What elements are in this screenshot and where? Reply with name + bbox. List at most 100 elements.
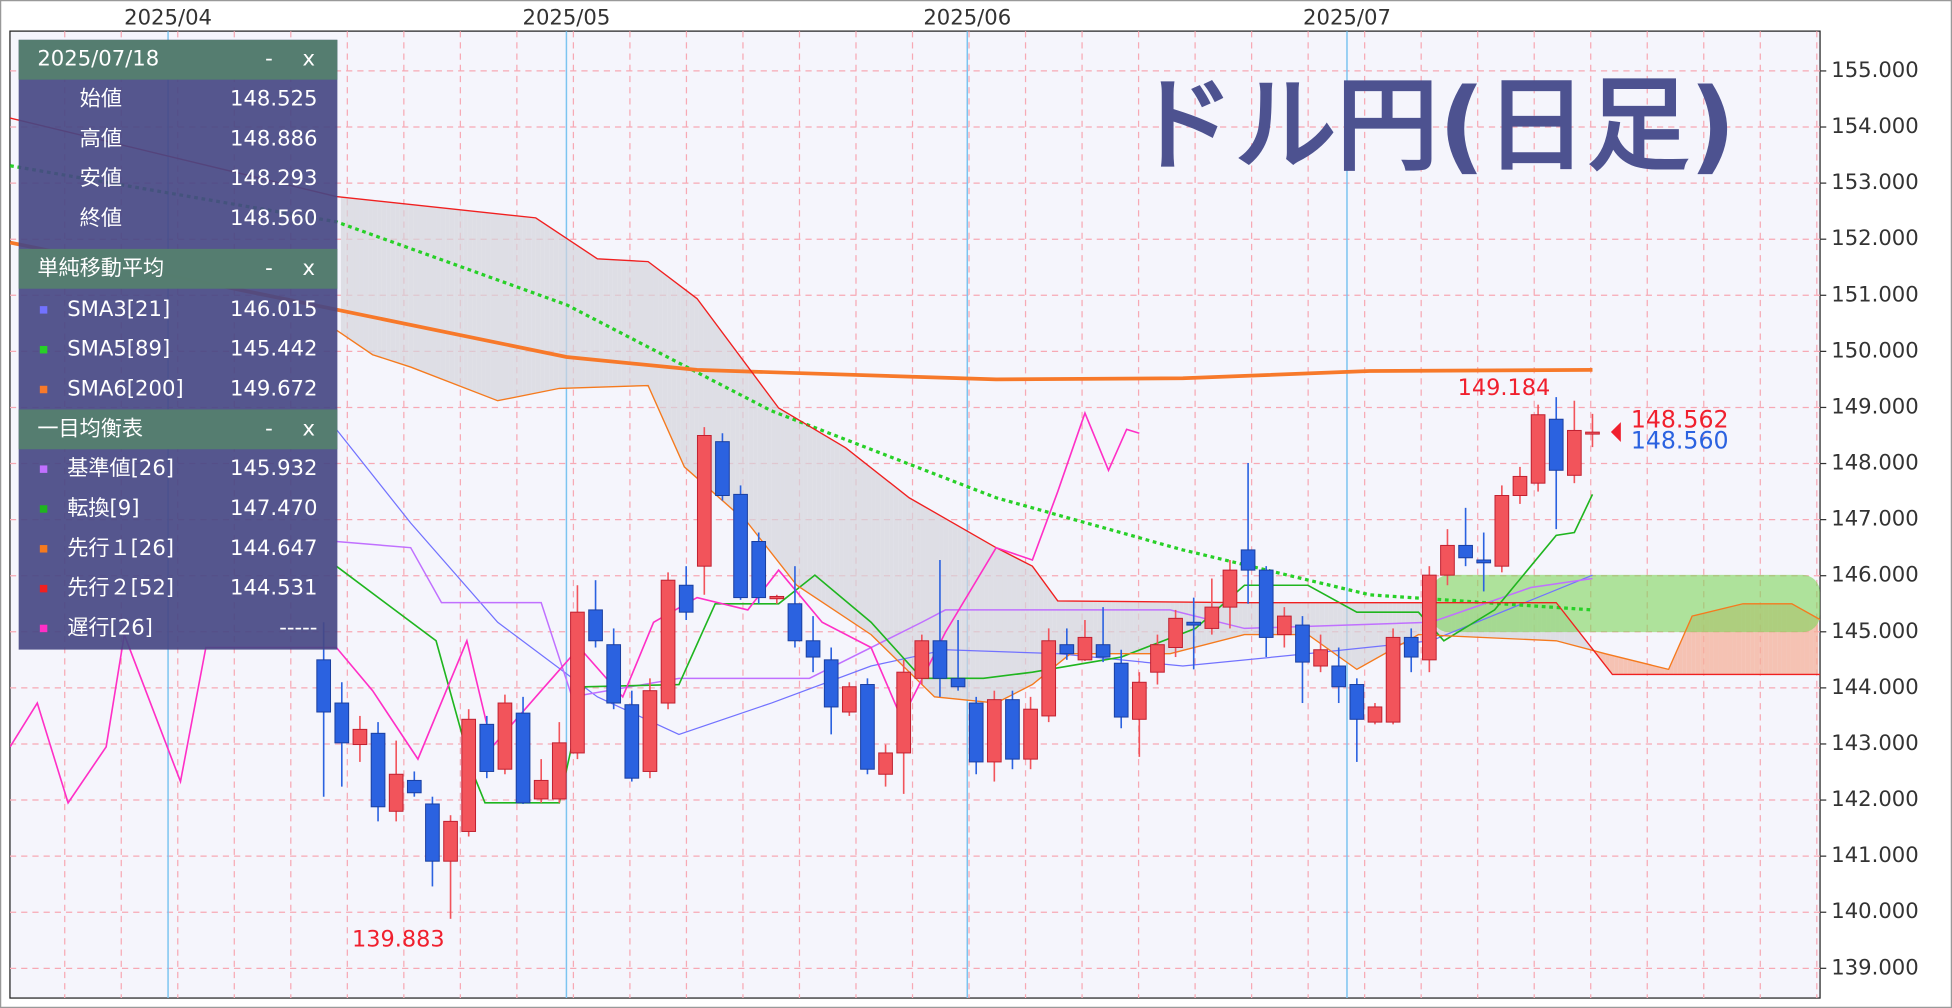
cloud-slice [966, 530, 971, 701]
cloud-slice [413, 204, 418, 370]
cloud-slice [1106, 601, 1112, 654]
y-tick-label: 148.000 [1831, 450, 1918, 475]
cloud-slice [789, 414, 795, 582]
cloud-slice [467, 210, 473, 391]
cloud-slice [993, 546, 998, 703]
cloud-slice [1142, 601, 1148, 654]
cloud-slice [1152, 601, 1157, 654]
cloud-slice [970, 533, 976, 701]
candle-body [1512, 475, 1528, 497]
cloud-slice [340, 197, 346, 337]
cloud-slice [984, 540, 989, 703]
candle-body [1313, 649, 1328, 667]
cloud-slice [472, 211, 477, 393]
cloud-slice [1673, 648, 1678, 675]
cloud-slice [1645, 663, 1651, 675]
cloud-slice [812, 427, 817, 599]
cloud-slice [540, 220, 545, 393]
candle-body [1349, 684, 1365, 720]
cloud-slice [911, 499, 917, 680]
cloud-slice [445, 208, 450, 383]
cloud-slice [454, 209, 459, 386]
candle-body [878, 752, 893, 775]
cloud-slice [404, 203, 409, 367]
cloud-slice [866, 464, 872, 635]
cloud-slice [744, 361, 749, 525]
cloud-slice [1002, 550, 1008, 700]
legend-swatch [39, 545, 48, 553]
minimize-button[interactable]: - [265, 46, 273, 71]
cloud-slice [390, 202, 396, 363]
cloud-slice [1219, 602, 1225, 641]
y-tick-label: 146.000 [1831, 562, 1918, 587]
cloud-slice [961, 527, 967, 701]
cloud-slice [1115, 601, 1121, 654]
cloud-slice [1247, 602, 1252, 635]
candle-body [678, 584, 694, 613]
close-button[interactable]: x [302, 46, 315, 71]
minimize-button[interactable]: - [265, 255, 273, 280]
candle-body [1131, 681, 1147, 720]
candle-body [769, 595, 785, 600]
panel-row-value: 148.525 [230, 86, 317, 111]
cloud-slice [884, 478, 890, 653]
cloud-slice [558, 232, 563, 389]
panel-row-label: 終値 [80, 205, 122, 230]
cloud-slice [807, 425, 813, 596]
cloud-slice [1346, 602, 1352, 666]
cloud-slice [485, 212, 491, 398]
candle-body [1530, 414, 1546, 484]
cloud-slice [1029, 564, 1035, 686]
cloud-slice [658, 269, 663, 419]
candle-body [860, 684, 875, 770]
cloud-slice [1605, 653, 1610, 671]
cloud-slice [363, 199, 369, 352]
cloud-slice [821, 433, 826, 605]
candle-body [1458, 544, 1473, 559]
indicator-line [9, 164, 1593, 612]
close-button[interactable]: x [302, 415, 315, 440]
cloud-slice [1618, 657, 1624, 675]
y-tick-label: 142.000 [1831, 786, 1918, 811]
candle-body [588, 609, 603, 642]
cloud-slice [431, 206, 437, 377]
cloud-slice [1641, 662, 1646, 675]
cloud-slice [349, 198, 355, 343]
cloud-slice [1686, 618, 1692, 675]
cloud-slice [1636, 661, 1642, 675]
panel-row-label: 安値 [80, 165, 122, 190]
candle-body [823, 659, 839, 708]
legend-swatch [39, 505, 48, 513]
cloud-slice [893, 485, 899, 662]
cloud-slice [494, 213, 500, 401]
panel-row-value: 148.293 [230, 165, 317, 190]
close-button[interactable]: x [302, 255, 315, 280]
cloud-slice [1120, 601, 1125, 654]
candle-body [986, 699, 1002, 763]
candle-body [624, 704, 640, 779]
cloud-slice [368, 199, 373, 355]
cloud-slice [766, 392, 772, 553]
panel-row-value: 147.470 [230, 495, 317, 520]
cloud-slice [1011, 555, 1017, 696]
candle-body [1476, 559, 1492, 564]
cloud-slice [1374, 602, 1379, 660]
candle-body [914, 640, 930, 679]
cloud-slice [626, 260, 631, 387]
cloud-slice [395, 202, 400, 364]
axis-layer: 139.000 140.000 141.000 142.000 143.000 144.0… [124, 5, 1919, 980]
cloud-slice [1582, 636, 1588, 649]
candle-body [461, 718, 477, 832]
cloud-slice [531, 217, 536, 395]
candle-body [1005, 699, 1020, 760]
panel-header-text: 単純移動平均 [37, 255, 164, 280]
candle-body [1585, 431, 1600, 435]
cloud-slice [499, 214, 505, 401]
cloud-slice [1007, 553, 1012, 698]
cloud-slice [862, 460, 867, 632]
cloud-slice [1097, 601, 1103, 654]
cloud-slice [639, 261, 645, 386]
minimize-button[interactable]: - [265, 415, 273, 440]
cloud-slice [1025, 562, 1030, 689]
cloud-slice [644, 261, 650, 388]
